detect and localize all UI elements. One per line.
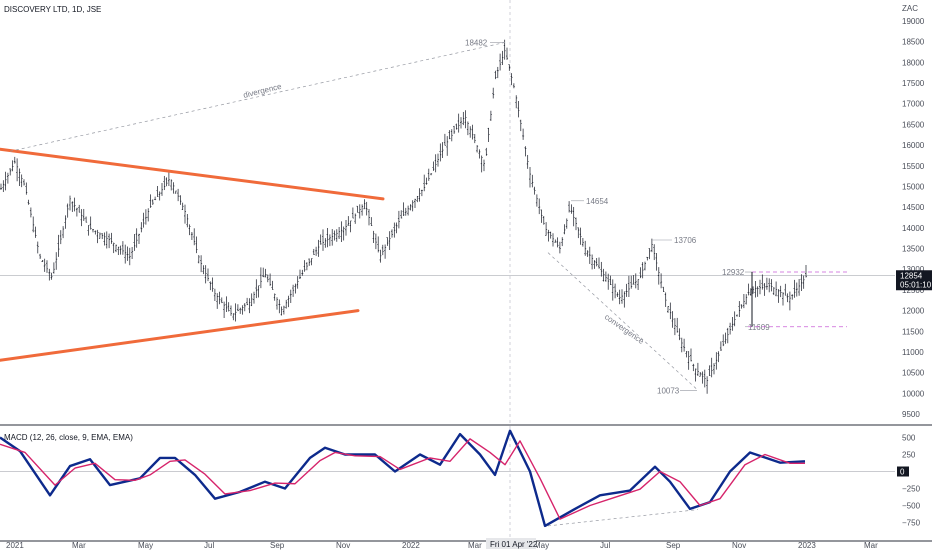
annotation-price-label: 10073 — [657, 386, 680, 395]
x-tick-label: May — [534, 541, 549, 550]
x-tick-label: 2022 — [402, 541, 420, 550]
trendline-lower — [0, 309, 360, 362]
y-tick-label: 15500 — [902, 162, 925, 171]
y-tick-label: 11000 — [902, 348, 924, 357]
macd-y-tick-label: 500 — [902, 434, 916, 443]
annotation-price-label: 14654 — [586, 197, 609, 206]
trendlines — [0, 147, 385, 362]
macd-series-macd — [0, 429, 806, 528]
y-tick-label: 16000 — [902, 141, 925, 150]
x-tick-label: Nov — [732, 541, 746, 550]
y-tick-label: 17500 — [902, 79, 925, 88]
annotation-price-label: 18482 — [465, 38, 488, 47]
y-tick-label: 14000 — [902, 224, 925, 233]
x-tick-label: May — [138, 541, 153, 550]
crosshair-date-bg — [486, 538, 536, 549]
x-tick-label: Jul — [600, 541, 610, 550]
annotation-price-label: 11609 — [748, 323, 770, 332]
macd-title: MACD (12, 26, close, 9, EMA, EMA) — [4, 433, 133, 442]
current-price-timer: 05:01:10 — [900, 280, 932, 289]
price-bars — [0, 39, 807, 394]
macd-divergence-line — [547, 509, 699, 527]
y-tick-label: 9500 — [902, 410, 920, 419]
current-price-value: 12854 — [900, 271, 923, 280]
y-tick-label: 11500 — [902, 327, 924, 336]
y-tick-label: 15000 — [902, 182, 925, 191]
divergence-line — [9, 42, 506, 152]
crosshair-date-label: Fri 01 Apr '22 — [490, 540, 538, 549]
x-tick-label: Jul — [204, 541, 214, 550]
macd-y-tick-label: −750 — [902, 519, 921, 528]
y-tick-label: 10500 — [902, 369, 925, 378]
macd-y-tick-label: −250 — [902, 485, 921, 494]
x-tick-label: Nov — [336, 541, 350, 550]
macd-y-tick-label: 250 — [902, 451, 916, 460]
x-tick-label: Sep — [666, 541, 681, 550]
y-tick-label: 13000 — [902, 265, 925, 274]
convergence-line — [547, 252, 699, 391]
macd-pane: 5002500−250−500−7500 — [0, 429, 921, 528]
y-tick-label: 13500 — [902, 245, 925, 254]
y-tick-label: 16500 — [902, 120, 925, 129]
divergence-label: divergence — [242, 82, 283, 100]
y-tick-label: 19000 — [902, 17, 925, 26]
annotation-price-label: 13706 — [674, 236, 697, 245]
current-price-tag — [896, 270, 932, 291]
x-tick-label: 2023 — [798, 541, 816, 550]
x-tick-label: Mar — [864, 541, 878, 550]
axes: 19000 18500 18000 17500 17000 16500 16000 15500… — [6, 17, 932, 550]
macd-value-tag — [897, 466, 909, 477]
y-tick-label: 17000 — [902, 100, 925, 109]
y-tick-label: 12500 — [902, 286, 925, 295]
annotation-price-label: 12932 — [722, 268, 745, 277]
macd-series-signal — [0, 438, 805, 520]
trendline-upper — [0, 147, 385, 201]
x-tick-label: Mar — [72, 541, 86, 550]
x-tick-label: Mar — [468, 541, 482, 550]
x-tick-label: Sep — [270, 541, 285, 550]
y-tick-label: 18500 — [902, 38, 925, 47]
y-tick-label: 12000 — [902, 307, 925, 316]
y-tick-label: 10000 — [902, 389, 925, 398]
x-tick-label: 2021 — [6, 541, 24, 550]
convergence-label: convergence — [603, 312, 646, 346]
macd-y-tick-label: −500 — [902, 502, 921, 511]
currency-label: ZAC — [902, 4, 918, 13]
y-tick-label: 14500 — [902, 203, 925, 212]
macd-current-value: 0 — [900, 468, 905, 477]
chart-title: DISCOVERY LTD, 1D, JSE — [4, 5, 101, 14]
y-tick-label: 18000 — [902, 58, 925, 67]
